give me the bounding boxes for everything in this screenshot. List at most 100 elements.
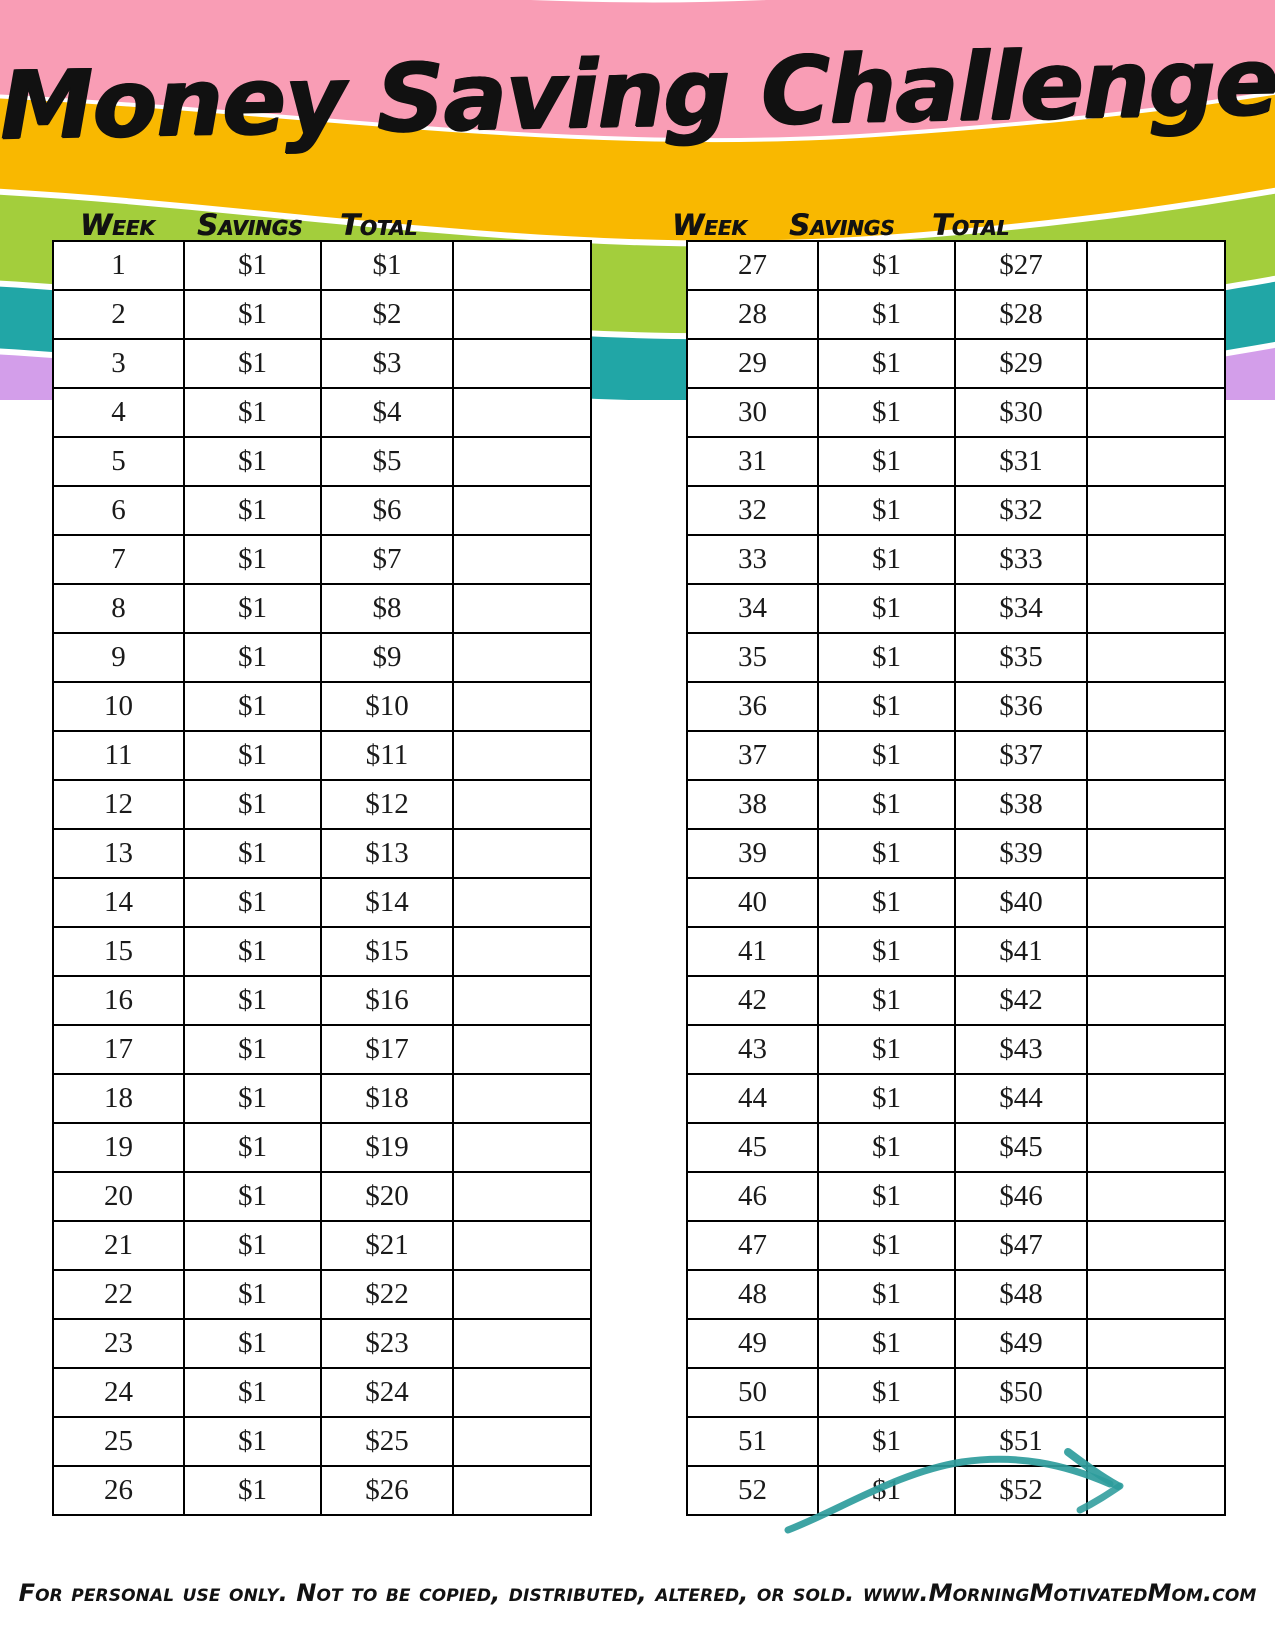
cell-check[interactable] [452, 534, 592, 585]
cell-week: 4 [52, 387, 185, 438]
cell-total: $43 [954, 1024, 1088, 1075]
table-row: 39 $1 $39 [686, 828, 1226, 879]
cell-check[interactable] [452, 877, 592, 928]
cell-total: $9 [320, 632, 454, 683]
cell-week: 3 [52, 338, 185, 389]
cell-savings: $1 [183, 1367, 322, 1418]
cell-check[interactable] [1086, 1220, 1226, 1271]
table-row: 34 $1 $34 [686, 583, 1226, 634]
table-row: 42 $1 $42 [686, 975, 1226, 1026]
cell-check[interactable] [452, 681, 592, 732]
cell-savings: $1 [183, 338, 322, 389]
cell-check[interactable] [452, 485, 592, 536]
cell-check[interactable] [1086, 975, 1226, 1026]
cell-check[interactable] [452, 387, 592, 438]
cell-check[interactable] [452, 1269, 592, 1320]
cell-check[interactable] [1086, 1122, 1226, 1173]
table-row: 28 $1 $28 [686, 289, 1226, 340]
cell-total: $25 [320, 1416, 454, 1467]
cell-check[interactable] [1086, 1318, 1226, 1369]
cell-week: 36 [686, 681, 819, 732]
table-row: 19 $1 $19 [52, 1122, 592, 1173]
cell-check[interactable] [1086, 1367, 1226, 1418]
cell-check[interactable] [452, 730, 592, 781]
table-row: 22 $1 $22 [52, 1269, 592, 1320]
cell-check[interactable] [1086, 1416, 1226, 1467]
cell-check[interactable] [1086, 877, 1226, 928]
cell-check[interactable] [452, 1318, 592, 1369]
table-row: 14 $1 $14 [52, 877, 592, 928]
cell-check[interactable] [452, 1416, 592, 1467]
cell-check[interactable] [452, 1073, 592, 1124]
cell-savings: $1 [817, 1122, 956, 1173]
cell-check[interactable] [1086, 632, 1226, 683]
cell-check[interactable] [452, 1171, 592, 1222]
cell-week: 27 [686, 240, 819, 291]
cell-check[interactable] [1086, 485, 1226, 536]
cell-check[interactable] [452, 289, 592, 340]
cell-total: $7 [320, 534, 454, 585]
cell-total: $28 [954, 289, 1088, 340]
cell-check[interactable] [452, 828, 592, 879]
cell-total: $49 [954, 1318, 1088, 1369]
cell-check[interactable] [1086, 681, 1226, 732]
cell-check[interactable] [452, 1024, 592, 1075]
cell-total: $24 [320, 1367, 454, 1418]
cell-savings: $1 [817, 436, 956, 487]
cell-check[interactable] [1086, 534, 1226, 585]
cell-check[interactable] [1086, 289, 1226, 340]
cell-total: $40 [954, 877, 1088, 928]
table-row: 8 $1 $8 [52, 583, 592, 634]
table-row: 21 $1 $21 [52, 1220, 592, 1271]
table-row: 50 $1 $50 [686, 1367, 1226, 1418]
cell-savings: $1 [183, 1269, 322, 1320]
cell-check[interactable] [1086, 730, 1226, 781]
cell-check[interactable] [1086, 1024, 1226, 1075]
cell-check[interactable] [452, 583, 592, 634]
cell-check[interactable] [1086, 583, 1226, 634]
left-table-headers: Week Savings Total [52, 200, 590, 240]
table-row: 40 $1 $40 [686, 877, 1226, 928]
cell-check[interactable] [452, 975, 592, 1026]
cell-savings: $1 [183, 534, 322, 585]
right-table-headers: Week Savings Total [672, 200, 1224, 240]
table-row: 49 $1 $49 [686, 1318, 1226, 1369]
cell-check[interactable] [1086, 1171, 1226, 1222]
cell-savings: $1 [817, 1367, 956, 1418]
cell-check[interactable] [1086, 926, 1226, 977]
table-row: 27 $1 $27 [686, 240, 1226, 291]
cell-check[interactable] [1086, 1465, 1226, 1516]
cell-check[interactable] [1086, 338, 1226, 389]
cell-check[interactable] [1086, 779, 1226, 830]
cell-check[interactable] [452, 1220, 592, 1271]
cell-check[interactable] [1086, 1269, 1226, 1320]
cell-check[interactable] [452, 1367, 592, 1418]
cell-total: $32 [954, 485, 1088, 536]
header-week-right: Week [672, 208, 747, 242]
cell-check[interactable] [452, 240, 592, 291]
cell-savings: $1 [183, 1122, 322, 1173]
cell-week: 12 [52, 779, 185, 830]
cell-check[interactable] [452, 632, 592, 683]
cell-week: 29 [686, 338, 819, 389]
cell-check[interactable] [452, 926, 592, 977]
cell-check[interactable] [452, 779, 592, 830]
cell-check[interactable] [1086, 387, 1226, 438]
cell-check[interactable] [452, 436, 592, 487]
cell-total: $46 [954, 1171, 1088, 1222]
cell-week: 46 [686, 1171, 819, 1222]
cell-check[interactable] [452, 1122, 592, 1173]
cell-check[interactable] [1086, 240, 1226, 291]
cell-check[interactable] [1086, 436, 1226, 487]
cell-check[interactable] [1086, 828, 1226, 879]
cell-week: 16 [52, 975, 185, 1026]
cell-check[interactable] [452, 338, 592, 389]
cell-check[interactable] [452, 1465, 592, 1516]
cell-total: $27 [954, 240, 1088, 291]
cell-savings: $1 [817, 877, 956, 928]
table-row: 30 $1 $30 [686, 387, 1226, 438]
cell-savings: $1 [183, 632, 322, 683]
cell-check[interactable] [1086, 1073, 1226, 1124]
cell-week: 18 [52, 1073, 185, 1124]
cell-total: $5 [320, 436, 454, 487]
